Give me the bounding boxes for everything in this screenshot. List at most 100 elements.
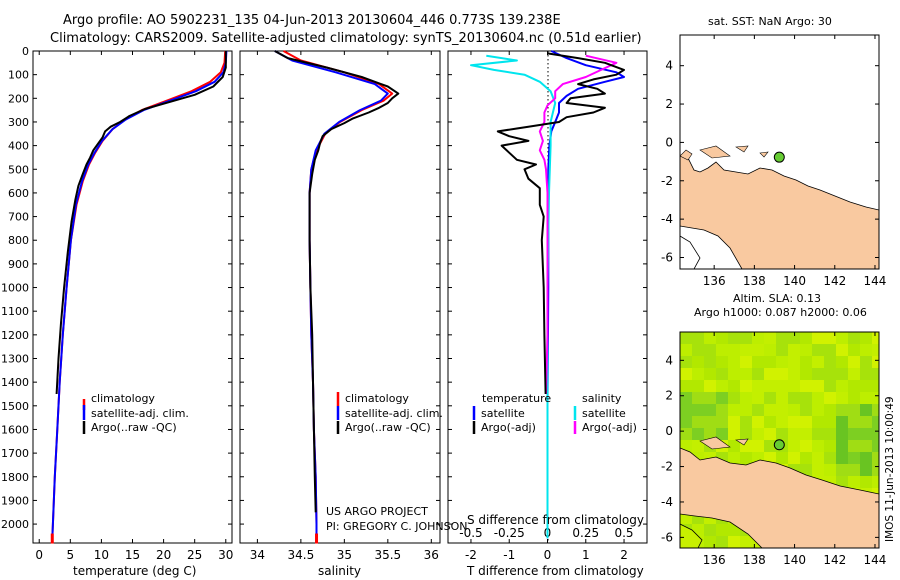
sla-cell [692,416,704,428]
legend-s-satellite-label: satellite [582,407,626,420]
sla-map: Altim. SLA: 0.13 Argo h1000: 0.087 h2000… [661,292,886,567]
sla-cell [788,452,800,464]
sla-cell [716,356,728,368]
sla-cell [680,332,692,344]
sla-cell [836,452,848,464]
sla-cell [680,404,692,416]
sla-cell [824,380,836,392]
x-tick-label: -1 [503,548,515,562]
sla-cell [824,332,836,344]
sla-cell [764,440,776,452]
y-tick-label: 4 [665,353,673,367]
sla-cell [716,392,728,404]
sla-cell [824,452,836,464]
sla-cell [776,416,788,428]
sla-cell [812,356,824,368]
sla-cell [800,416,812,428]
sla-cell [692,428,704,440]
sla-cell [824,416,836,428]
sla-cell [824,356,836,368]
island-shape [759,151,769,158]
sla-cell [800,440,812,452]
x-tick-label: 10 [94,548,109,562]
sla-cell [680,380,692,392]
sla-cell [872,332,879,344]
x-tick-label: 35 [337,548,352,562]
sla-cell [728,440,740,452]
sla-cell [728,404,740,416]
sla-cell [848,344,860,356]
y-tick-label: 1000 [1,282,29,295]
y-tick-label: -2 [661,460,673,474]
sla-cell [716,368,728,380]
sla-map-title-line-1: Altim. SLA: 0.13 [733,292,821,305]
sla-cell [800,452,812,464]
island-shape [735,145,749,153]
island-shape [699,436,731,450]
sla-cell [824,344,836,356]
y-tick-label: 900 [8,258,29,271]
x-tick-label: 142 [823,274,846,288]
diff-series-s-argo [538,54,618,395]
sla-cell [704,356,716,368]
sla-cell [812,440,824,452]
sla-cell [704,416,716,428]
sla-cell [692,380,704,392]
salinity-panel-frame [239,50,441,544]
y-tick-label: 1100 [1,305,29,318]
sla-cell [752,440,764,452]
sla-cell [812,380,824,392]
sla-cell [872,476,879,488]
legend-argo-label: Argo(..raw -QC) [345,421,431,434]
sla-cell [704,380,716,392]
x-tick-label: -0.25 [494,526,525,540]
x-tick-label: 144 [864,553,887,567]
temperature-series-satellite [51,50,228,539]
sla-cell [800,392,812,404]
sla-cell [860,464,872,476]
temperature-legend: climatology satellite-adj. clim. Argo(..… [82,392,189,434]
sla-cell [860,452,872,464]
x-tick-label: 15 [125,548,140,562]
sla-cell [740,452,752,464]
sla-cell [824,428,836,440]
credit-line-1: US ARGO PROJECT [326,505,428,518]
sla-cell [692,344,704,356]
sla-cell [824,404,836,416]
legend-climatology-label: climatology [91,392,155,405]
y-tick-label: 0 [665,424,673,438]
sla-cell [824,440,836,452]
sla-cell [716,536,728,548]
legend-salinity-title: salinity [582,392,622,405]
y-tick-label: 500 [8,163,29,176]
sla-cell [716,332,728,344]
sla-cell [848,428,860,440]
sla-cell [800,380,812,392]
island-shape [735,438,749,446]
sla-cell [860,332,872,344]
sla-cell [848,452,860,464]
sla-cell [752,416,764,428]
y-tick-label: 1800 [1,471,29,484]
sla-cell [740,404,752,416]
x-tick-label: 136 [703,553,726,567]
temperature-series-argo [55,51,227,395]
y-tick-label: -4 [661,495,673,509]
y-tick-label: 1200 [1,329,29,342]
sla-cell [860,368,872,380]
sla-cell [704,344,716,356]
sla-cell [716,380,728,392]
imos-timestamp: IMOS 11-Jun-2013 10:00:49 [884,396,896,542]
salinity-ticks: 34 34.5 35 35.5 36 [240,50,440,562]
sla-cell [848,476,860,488]
credit-line-2: PI: GREGORY C. JOHNSON [326,520,467,533]
sla-cell [812,368,824,380]
island-shape [699,145,731,159]
sla-cell [800,428,812,440]
sla-cell [824,368,836,380]
sst-map-frame [679,34,880,270]
sla-cell [692,392,704,404]
sla-cell [692,368,704,380]
y-tick-label: 1900 [1,494,29,507]
